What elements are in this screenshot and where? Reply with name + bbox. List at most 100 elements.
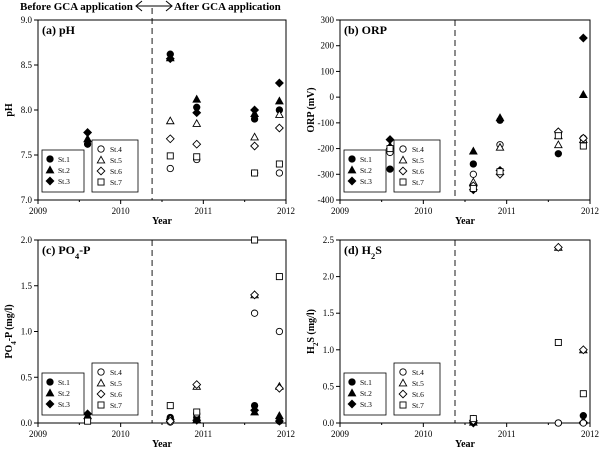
data-point [250, 132, 260, 141]
legend-marker [96, 166, 106, 176]
legend-label: St.3 [58, 400, 70, 409]
panel-title-suffix: -P [79, 243, 90, 257]
y-axis-label: ORP (mV) [306, 87, 317, 132]
legend-filled: St.1 St.2 St.3 [41, 372, 85, 416]
series-st2 [468, 416, 588, 426]
data-point [578, 133, 588, 143]
legend-label: St.1 [360, 155, 372, 164]
data-point [165, 54, 175, 64]
y-axis-label-main: PO [4, 345, 15, 359]
legend-marker [348, 155, 356, 163]
x-tick-label: 2012 [277, 429, 295, 439]
legend-filled: St.1 St.2 St.3 [343, 372, 387, 416]
panels: 2009 2010 2011 2012 7.0 7.5 8.0 8.5 9.0 (a) pH Yea… [4, 8, 599, 450]
legend-marker [399, 145, 407, 153]
y-tick-label: 9.0 [21, 15, 33, 25]
legend-marker [399, 401, 407, 409]
data-point [275, 327, 284, 336]
legend-label: St.2 [360, 166, 372, 175]
y-axis-label: PO4-P (mg/l) [4, 304, 18, 358]
y-tick-label: 0.0 [323, 418, 335, 428]
data-point [495, 113, 505, 122]
legend-marker [97, 178, 105, 186]
y-tick-label: 7.0 [21, 195, 33, 205]
data-point [554, 419, 562, 427]
series-st4 [166, 155, 284, 177]
legend-marker [96, 155, 106, 164]
data-point [192, 94, 202, 103]
series-st1 [469, 412, 587, 427]
data-point [165, 134, 175, 144]
legend-marker [347, 176, 357, 186]
legend-marker [347, 388, 357, 397]
data-point [192, 139, 202, 149]
x-tick-label: 2012 [581, 206, 599, 216]
data-point [275, 160, 283, 168]
y-tick-label: 1.5 [323, 308, 335, 318]
legend-label: St.1 [58, 155, 70, 164]
y-tick-label: 0.5 [21, 372, 33, 382]
series-st3 [83, 54, 284, 137]
legend-marker [347, 165, 357, 174]
x-tick-label: 2010 [112, 206, 131, 216]
legend-label: St.3 [360, 177, 372, 186]
panel-ph: 2009 2010 2011 2012 7.0 7.5 8.0 8.5 9.0 (a) pH Yea… [4, 8, 295, 227]
x-axis-label: Year [455, 216, 476, 227]
data-point [553, 242, 563, 252]
x-tick-label: 2010 [414, 206, 433, 216]
data-point [250, 309, 259, 317]
legend-marker [398, 166, 408, 176]
y-axis-label: pH [4, 103, 15, 117]
panel-title: (a) pH [42, 23, 76, 37]
data-point [469, 184, 477, 192]
panel-orp: 2009 2010 2011 2012 -400 -300 -200 -100 0 100 200 3… [306, 15, 599, 227]
legend-marker [97, 145, 105, 153]
legend-label: St.1 [360, 378, 372, 387]
x-tick-label: 2011 [194, 429, 212, 439]
data-point [579, 419, 587, 427]
panel-title: (b) ORP [344, 23, 387, 37]
x-tick-label: 2010 [112, 429, 131, 439]
y-axis-label-sub: 4 [10, 341, 18, 345]
data-point [250, 405, 260, 415]
data-point [468, 146, 478, 155]
data-point [469, 170, 477, 178]
legend-label: St.2 [360, 389, 372, 398]
legend-label: St.6 [412, 390, 424, 399]
data-point [165, 416, 175, 426]
y-tick-label: -200 [318, 144, 335, 154]
legend-marker [45, 176, 55, 186]
y-tick-label: 0 [330, 92, 335, 102]
legend-marker [398, 389, 408, 399]
data-point [165, 116, 175, 125]
data-point [469, 415, 477, 423]
data-point [166, 152, 174, 160]
legend-marker [347, 399, 357, 409]
x-tick-label: 2012 [277, 206, 295, 216]
legend-marker [398, 155, 408, 164]
legend-label: St.6 [110, 390, 122, 399]
panel-title-suffix: S [375, 243, 382, 257]
data-point [192, 415, 202, 425]
legend-label: St.3 [58, 177, 70, 186]
data-point [166, 402, 174, 410]
y-axis-label-main: H [306, 346, 317, 354]
y-axis-label-suffix: S (mg/l) [306, 309, 317, 343]
legend-marker [97, 368, 105, 376]
data-point [192, 108, 202, 118]
legend-marker [96, 389, 106, 399]
legend-label: St.7 [110, 401, 122, 410]
legend-open: St.4 St.5 St.6 St.7 [393, 139, 441, 193]
data-point [251, 236, 259, 244]
data-point [250, 290, 260, 300]
data-point [386, 145, 394, 153]
y-tick-label: 8.0 [21, 105, 33, 115]
y-axis-label: H2S (mg/l) [306, 309, 320, 354]
y-tick-label: 1.0 [323, 345, 335, 355]
legend-label: St.3 [360, 400, 372, 409]
data-point [495, 142, 505, 151]
y-axis-label-suffix: -P (mg/l) [4, 304, 15, 341]
data-point [193, 153, 201, 161]
